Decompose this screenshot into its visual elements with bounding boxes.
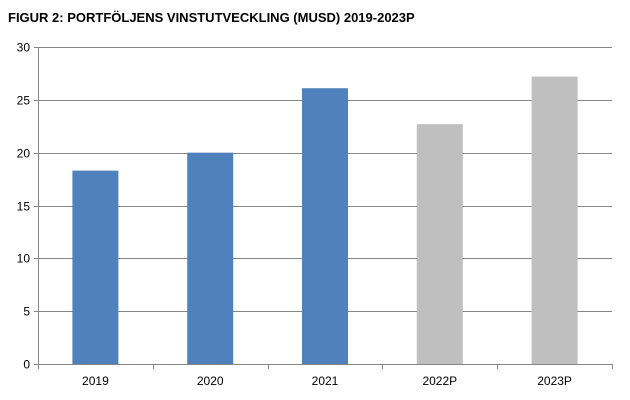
- y-tick-label-30: 30: [17, 41, 31, 55]
- y-tick-label-15: 15: [17, 200, 31, 214]
- bar-2020: [187, 152, 234, 364]
- axis-layer: [34, 47, 613, 369]
- bar-2023P: [531, 76, 578, 364]
- bar-2019: [72, 170, 119, 364]
- bar-2021: [302, 88, 348, 365]
- x-tick-label-2021: 2021: [312, 374, 339, 388]
- x-tick-label-2022P: 2022P: [422, 374, 457, 388]
- label-layer: 0 5 10 15 20 25 30 2019 2020 2021 2022P 2023P: [17, 41, 572, 389]
- x-tick-label-2020: 2020: [197, 374, 224, 388]
- y-tick-label-20: 20: [17, 147, 31, 161]
- y-tick-label-25: 25: [17, 94, 31, 108]
- y-tick-label-10: 10: [17, 252, 31, 266]
- bar-2022P: [416, 124, 463, 365]
- y-tick-label-0: 0: [23, 358, 30, 372]
- x-tick-label-2019: 2019: [82, 374, 109, 388]
- bar-layer: [72, 76, 578, 365]
- chart-title: FIGUR 2: PORTFÖLJENS VINSTUTVECKLING (MU…: [8, 10, 415, 25]
- y-tick-label-5: 5: [23, 305, 30, 319]
- x-tick-label-2023P: 2023P: [537, 374, 572, 388]
